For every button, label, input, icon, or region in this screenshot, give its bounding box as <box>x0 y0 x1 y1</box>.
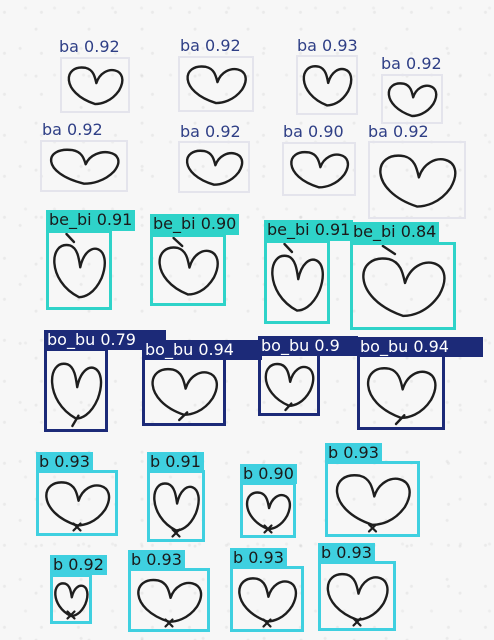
handwritten-glyph <box>335 474 411 533</box>
detection-box <box>318 561 396 631</box>
handwritten-glyph <box>290 151 349 189</box>
detection-label: ba 0.90 <box>283 122 344 141</box>
detection-label: ba 0.92 <box>59 37 120 56</box>
handwritten-glyph <box>186 65 247 105</box>
detection-box <box>178 141 250 193</box>
detection-box <box>258 352 320 416</box>
handwritten-glyph <box>50 362 103 428</box>
detection-label: be_bi 0.84 <box>350 222 440 243</box>
detection-box <box>264 240 330 324</box>
detection-label: ba 0.93 <box>297 36 358 55</box>
detection-box <box>368 141 466 219</box>
detection-label: bo_bu 0.94 <box>357 337 483 357</box>
detection-label: b 0.92 <box>50 555 107 575</box>
handwritten-glyph <box>238 577 298 628</box>
detection-label: b 0.90 <box>240 464 297 484</box>
detection-box <box>350 242 456 330</box>
detection-label: b 0.93 <box>325 443 382 463</box>
detection-box <box>128 568 210 632</box>
handwritten-glyph <box>153 482 200 538</box>
detection-label: bo_bu 0.94 <box>142 340 262 360</box>
handwritten-glyph <box>302 65 353 107</box>
handwritten-glyph <box>271 242 324 312</box>
detection-box <box>282 142 356 196</box>
handwritten-glyph <box>49 148 120 185</box>
detection-box <box>240 482 296 538</box>
detection-label: ba 0.92 <box>42 120 103 139</box>
detection-label: ba 0.92 <box>180 36 241 55</box>
detection-box <box>381 74 443 124</box>
detection-label: be_bi 0.91 <box>264 220 354 241</box>
handwritten-glyph <box>45 481 111 532</box>
detection-box <box>325 461 420 537</box>
detection-label: bo_bu 0.9 <box>258 336 358 356</box>
detection-box <box>230 566 304 632</box>
detection-box <box>147 470 205 542</box>
detection-box <box>357 354 445 430</box>
handwritten-glyph <box>362 244 446 318</box>
handwritten-glyph <box>326 573 389 627</box>
handwritten-glyph <box>54 582 89 620</box>
detection-box <box>178 56 254 112</box>
detection-box <box>44 348 108 432</box>
detection-label: b 0.93 <box>128 550 185 570</box>
handwritten-glyph <box>245 491 291 534</box>
detection-label: b 0.93 <box>230 548 287 568</box>
handwritten-glyph <box>185 149 244 186</box>
detection-box <box>142 356 226 426</box>
handwritten-glyph <box>264 362 315 412</box>
detection-label: b 0.91 <box>147 452 204 472</box>
detection-box <box>36 470 118 536</box>
handwritten-glyph <box>151 368 218 422</box>
detection-box <box>296 55 358 115</box>
detection-box <box>46 230 112 310</box>
detection-label: bo_bu 0.79 <box>44 330 166 350</box>
detection-label: b 0.93 <box>318 543 375 563</box>
handwritten-glyph <box>53 232 106 299</box>
detection-box <box>150 234 226 306</box>
detection-box <box>60 57 130 113</box>
detection-label: be_bi 0.91 <box>46 210 136 231</box>
detection-label: ba 0.92 <box>368 122 429 141</box>
detection-box <box>50 574 92 624</box>
handwritten-glyph <box>387 82 438 118</box>
handwritten-glyph <box>137 578 203 628</box>
handwritten-glyph <box>158 236 219 296</box>
handwritten-glyph <box>67 66 124 106</box>
detection-label: ba 0.92 <box>381 54 442 73</box>
detection-label: ba 0.92 <box>180 122 241 141</box>
handwritten-glyph <box>379 154 457 208</box>
detection-label: be_bi 0.90 <box>150 214 240 235</box>
detection-label: b 0.93 <box>36 452 93 472</box>
handwritten-glyph <box>366 367 437 426</box>
detection-box <box>40 140 128 192</box>
